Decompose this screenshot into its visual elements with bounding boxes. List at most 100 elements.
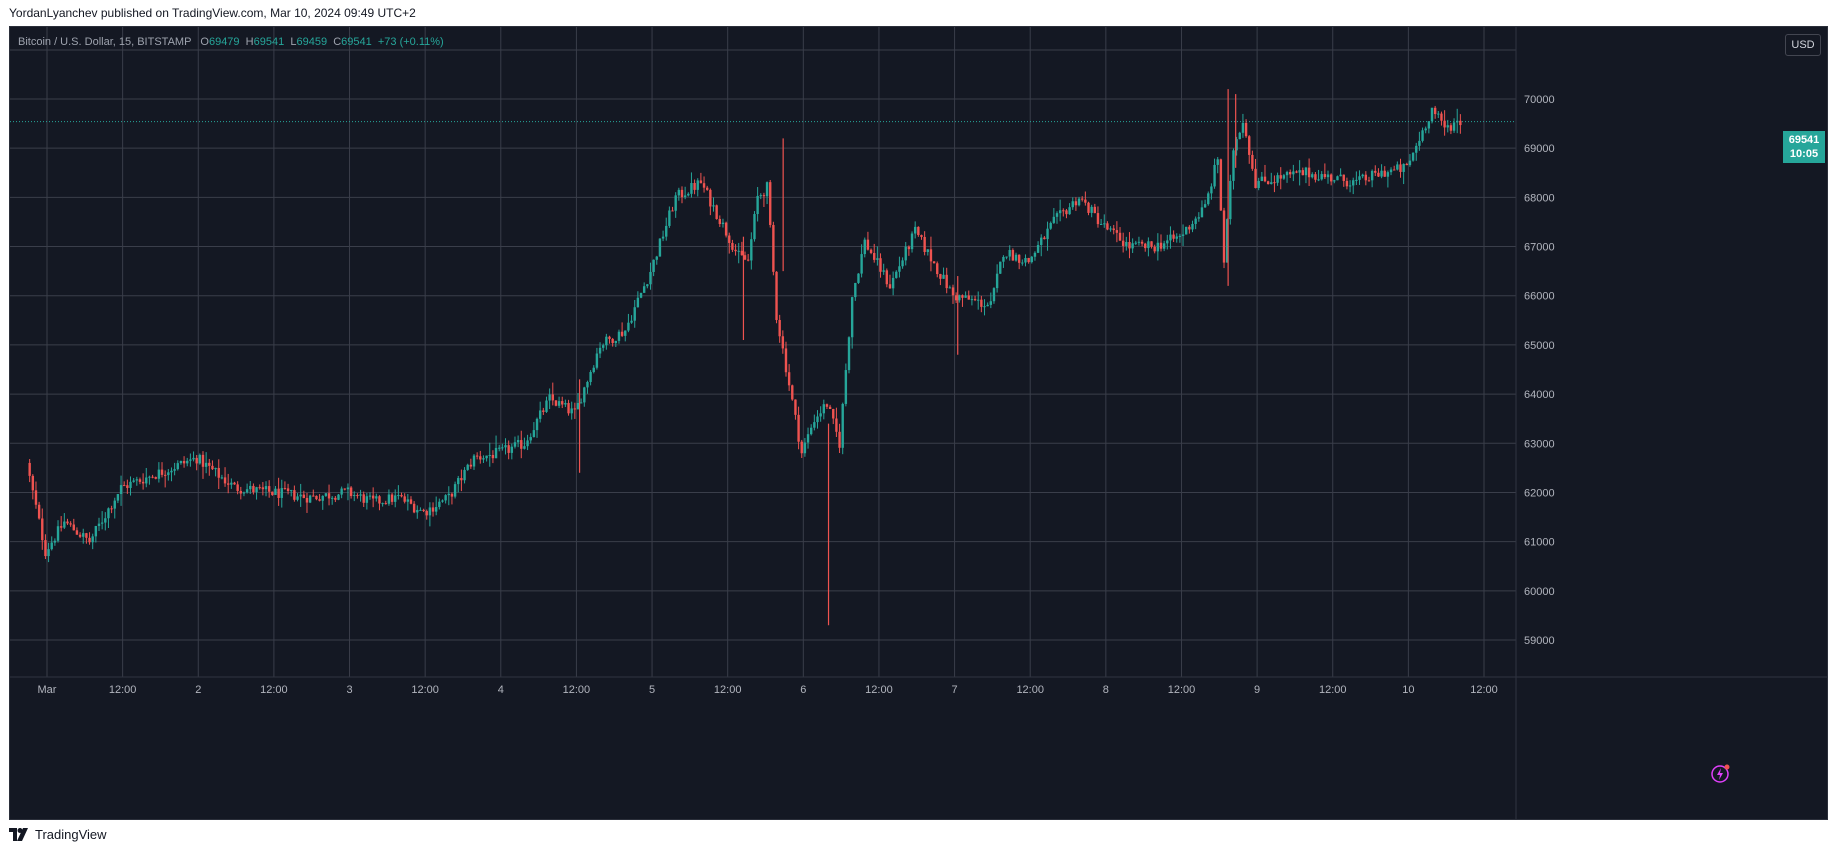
candle-body — [1027, 257, 1030, 263]
candle-body — [1106, 223, 1109, 230]
candle-body — [1424, 128, 1427, 131]
candle-body — [261, 487, 265, 490]
candle-body — [1030, 256, 1033, 263]
symbol-name[interactable]: Bitcoin / U.S. Dollar, 15, BITSTAMP — [18, 36, 192, 48]
candle-body — [762, 195, 766, 197]
last-price-badge: 69541 10:05 — [1783, 131, 1825, 163]
candle-body — [1323, 174, 1327, 178]
candle-body — [138, 479, 142, 482]
candle-body — [1427, 121, 1431, 129]
chart-pane[interactable]: 59000 60000 61000 62000 63000 64000 65000 66000… — [9, 26, 1828, 820]
candle-body — [167, 472, 170, 476]
candle-body — [176, 463, 179, 470]
candle-body — [371, 495, 375, 499]
candle-body — [195, 457, 198, 464]
candle-body — [674, 195, 677, 211]
candle-body — [1342, 174, 1345, 181]
candle-body — [460, 478, 463, 481]
candle-body — [346, 487, 350, 490]
candle-body — [479, 456, 482, 460]
x-tick-label: 12:00 — [865, 684, 893, 696]
candle-body — [412, 503, 416, 513]
candle-body — [702, 183, 706, 188]
candle-body — [242, 492, 246, 494]
price-axis[interactable]: 59000 60000 61000 62000 63000 64000 65000 66000… — [1515, 27, 1555, 819]
candle-body — [1405, 163, 1408, 166]
candle-body — [1282, 175, 1286, 179]
candle-body — [485, 455, 488, 459]
candle-body — [419, 509, 422, 511]
candle-body — [520, 440, 523, 449]
candle-body — [406, 499, 410, 502]
tradingview-logo[interactable]: TradingView — [9, 827, 107, 842]
candle-body — [409, 499, 413, 504]
candle-body — [1005, 256, 1008, 258]
tradingview-logo-icon — [9, 827, 28, 841]
candle-body — [44, 540, 47, 557]
candle-body — [126, 485, 129, 488]
candle-body — [765, 182, 769, 197]
candle-body — [1099, 224, 1103, 226]
candle-body — [1288, 172, 1292, 175]
candle-body — [85, 533, 88, 538]
candle-body — [1121, 240, 1125, 246]
candle-body — [809, 427, 813, 435]
candle-body — [397, 495, 400, 497]
candle-body — [1329, 174, 1333, 182]
candle-body — [652, 259, 655, 272]
candle-body — [828, 406, 832, 410]
lightning-icon[interactable] — [1710, 762, 1732, 784]
candle-body — [1352, 180, 1355, 186]
candle-body — [983, 306, 986, 308]
candle-body — [557, 401, 561, 406]
candle-body — [220, 477, 224, 479]
candle-body — [1333, 180, 1336, 182]
candle-body — [1270, 182, 1273, 185]
candle-body — [942, 274, 945, 279]
candle-body — [583, 387, 586, 403]
candle-body — [1144, 243, 1147, 249]
symbol-legend[interactable]: Bitcoin / U.S. Dollar, 15, BITSTAMP O694… — [18, 36, 444, 48]
x-tick-label: 6 — [800, 684, 806, 696]
candle-body — [787, 372, 791, 386]
candle-body — [718, 218, 722, 225]
candle-body — [1440, 113, 1443, 121]
time-axis[interactable]: Mar 12:00 2 12:00 3 12:00 4 12:00 5 12:00 6 12:00 7 1… — [10, 676, 1827, 696]
candle-body — [1348, 185, 1352, 187]
candle-body — [1134, 242, 1137, 244]
candle-body — [746, 259, 750, 261]
candle-body — [192, 457, 195, 460]
candle-body — [545, 400, 548, 412]
candle-body — [91, 536, 94, 543]
candle-body — [917, 226, 920, 236]
candle-body — [1222, 210, 1226, 263]
candle-body — [1361, 174, 1364, 177]
candle-body — [1301, 170, 1304, 176]
candle-body — [510, 446, 514, 453]
candle-body — [1364, 174, 1368, 181]
candle-body — [542, 410, 545, 412]
candle-body — [82, 533, 85, 537]
last-price-value: 69541 — [1788, 134, 1820, 146]
candle-body — [498, 447, 501, 449]
x-tick-label: 8 — [1103, 684, 1109, 696]
candle-body — [677, 189, 681, 196]
low-label: L — [290, 36, 297, 48]
x-tick-label: 12:00 — [411, 684, 439, 696]
candle-body — [428, 507, 432, 516]
candlestick-chart[interactable]: 59000 60000 61000 62000 63000 64000 65000 66000… — [10, 27, 1827, 819]
currency-button[interactable]: USD — [1785, 34, 1821, 56]
candle-body — [1081, 198, 1084, 200]
candle-body — [693, 183, 696, 190]
candle-body — [696, 180, 699, 190]
candle-body — [444, 495, 447, 501]
candle-body — [1276, 175, 1279, 183]
candle-body — [794, 399, 797, 415]
candle-body — [992, 288, 996, 302]
candle-body — [1285, 172, 1289, 176]
candle-body — [869, 249, 873, 253]
candle-body — [932, 261, 936, 264]
candle-body — [995, 273, 999, 289]
high-value: 69541 — [253, 36, 285, 48]
candle-body — [356, 495, 359, 497]
